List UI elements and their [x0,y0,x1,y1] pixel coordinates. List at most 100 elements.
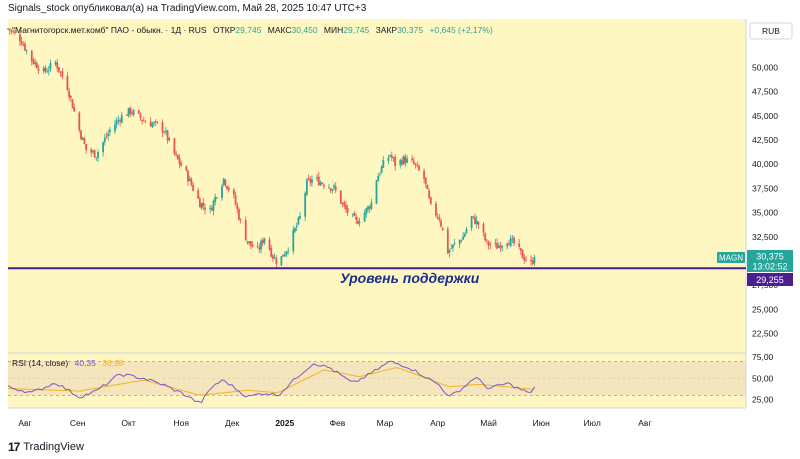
currency-box[interactable] [749,22,793,40]
candle-body [8,28,11,31]
time-tick-label: Окт [121,418,135,428]
candle-body [452,244,454,248]
time-tick-label: Авг [18,418,31,428]
candle-body [370,202,373,209]
candle-body [202,202,205,207]
candle-body [404,156,407,164]
candle-body [345,205,347,210]
candle-body [234,195,237,205]
candle-body [414,163,417,165]
candle-body [71,99,74,109]
candle-body [334,186,337,191]
candle-body [531,260,534,265]
candle-body [446,228,449,254]
candle-body [56,62,59,69]
candle-body [263,238,266,243]
price-axis[interactable]: 50,000 47,500 45,000 42,500 40,000 37,500 35,0… [752,62,778,338]
rsi-legend-label: RSI (14, close) [12,358,68,368]
candle-body [297,217,300,225]
candle-body [424,177,427,184]
candle-body [232,189,235,195]
candle-body [25,50,28,51]
candle-body [132,110,135,115]
candle-body [355,216,358,220]
price-tick-label: 50,000 [752,62,778,72]
candle-body [120,115,123,123]
candle-body [108,129,111,132]
candle-body [238,209,240,220]
time-tick-label: Мар [377,418,394,428]
candles-layer [7,27,536,269]
candle-body [35,63,38,69]
price-tick-label: 35,000 [752,208,778,218]
time-axis[interactable]: Авг Сен Окт Ноя Дек 2025 Фев Мар Апр Май Июн Июл Авг [18,418,651,428]
price-tick-label: 40,000 [752,159,778,169]
candle-body [436,216,439,218]
candle-body [236,204,239,210]
candle-body [260,240,262,250]
candle-body [333,185,335,188]
candle-body [153,122,155,124]
candle-body [30,50,33,61]
candle-body [198,198,201,208]
candle-body [450,248,453,250]
candle-body [47,70,50,71]
candle-body [256,246,259,248]
candle-body [513,237,515,244]
candle-body [163,132,166,134]
rsi-legend: RSI (14, close) 40,35 36,98 [12,358,124,368]
candle-body [214,196,217,202]
legend-high-label: МАКС [268,25,292,35]
candle-body [358,221,361,223]
candle-body [78,112,81,131]
candle-body [212,200,215,211]
candle-body [92,151,94,153]
legend-high: 30,450 [292,25,318,35]
candle-body [316,177,318,179]
candle-body [139,114,142,119]
legend-open: 29,745 [235,25,261,35]
candle-body [239,219,242,220]
candle-body [368,206,371,209]
candle-body [441,227,444,230]
candle-body [175,153,178,155]
candle-body [453,243,456,245]
candle-body [382,160,385,168]
candle-body [185,166,188,171]
candle-body [37,68,40,71]
candle-body [81,137,84,141]
rsi-ma-line [7,367,535,396]
candle-body [365,208,368,214]
footer[interactable]: 17 TradingView [8,440,84,454]
candle-body [426,184,429,190]
candle-body [499,245,502,249]
candle-body [304,193,307,217]
symbol-badge-text: MAGN [719,254,743,263]
candle-body [287,250,290,252]
candle-body [518,243,521,247]
candle-body [66,75,69,91]
candle-body [530,259,532,262]
last-price-text: 30,375 [756,252,784,262]
candle-body [34,62,37,65]
candle-body [343,202,346,206]
candle-body [285,251,288,255]
price-tick-label: 22,500 [752,329,778,339]
candle-body [367,206,369,210]
candle-body [95,157,98,159]
rsi-axis[interactable]: 75,00 50,00 25,00 [752,352,774,404]
candle-body [521,249,524,259]
countdown-text: 13:02:52 [752,262,787,272]
candle-body [487,241,490,246]
candle-body [226,186,228,189]
candle-body [319,182,322,186]
candle-body [401,160,403,165]
candle-body [351,213,354,215]
candle-body [192,185,194,191]
support-price-text: 29,255 [756,275,784,285]
candle-body [168,138,171,141]
candle-body [321,182,324,184]
candle-body [392,157,395,159]
candle-body [509,238,512,247]
